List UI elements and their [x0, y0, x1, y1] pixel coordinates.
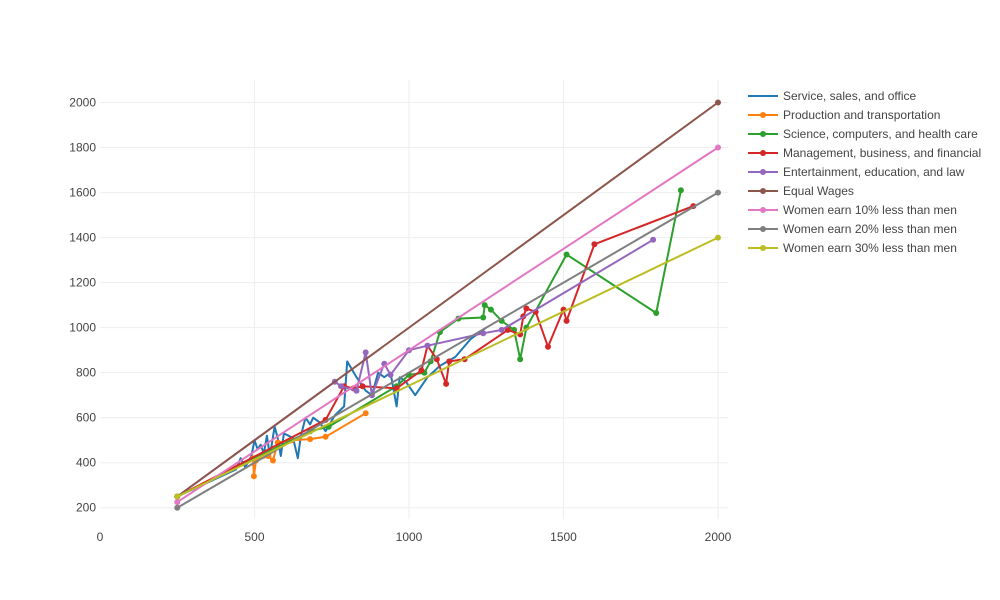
legend-label: Management, business, and financial [783, 146, 981, 160]
legend-label: Service, sales, and office [783, 89, 917, 103]
data-point[interactable] [523, 305, 530, 312]
data-point[interactable] [545, 343, 551, 350]
legend-item[interactable]: Science, computers, and health care [748, 127, 978, 141]
data-point[interactable] [362, 410, 369, 417]
data-point[interactable] [418, 367, 425, 374]
y-axis: 200 400 600 800 1000 1200 1400 1600 1800 2000 [69, 96, 96, 515]
data-point[interactable] [480, 330, 487, 337]
series-line[interactable] [176, 146, 719, 503]
legend-label: Women earn 30% less than men [783, 241, 957, 255]
data-point[interactable] [174, 499, 181, 506]
legend-label: Entertainment, education, and law [783, 165, 965, 179]
legend-marker [760, 131, 766, 137]
legend-label: Women earn 20% less than men [783, 222, 957, 236]
legend-marker [760, 245, 766, 251]
y-tick-label: 1800 [69, 141, 96, 155]
series-line[interactable] [176, 191, 719, 509]
data-point[interactable] [424, 342, 431, 349]
legend-marker [760, 169, 766, 175]
data-point[interactable] [174, 493, 181, 500]
x-axis: 0 500 1000 1500 2000 [97, 530, 732, 544]
data-point[interactable] [677, 187, 684, 194]
legend-label: Women earn 10% less than men [783, 203, 957, 217]
data-point[interactable] [487, 306, 494, 313]
legend-label: Science, computers, and health care [783, 127, 978, 141]
data-point[interactable] [480, 314, 487, 321]
data-point[interactable] [353, 387, 360, 394]
legend-item[interactable]: Equal Wages [748, 184, 854, 198]
data-point[interactable] [250, 473, 257, 480]
legend-item[interactable]: Production and transportation [748, 108, 940, 122]
y-tick-label: 1200 [69, 276, 96, 290]
legend-marker [760, 188, 766, 194]
data-point[interactable] [653, 310, 660, 316]
data-point[interactable] [446, 358, 453, 365]
plot-area [174, 99, 721, 511]
legend-item[interactable]: Service, sales, and office [748, 89, 917, 103]
data-point[interactable] [591, 241, 598, 248]
data-point[interactable] [498, 326, 505, 333]
x-tick-label: 1500 [550, 530, 577, 544]
x-tick-label: 0 [97, 530, 104, 544]
data-point[interactable] [504, 326, 511, 333]
x-tick-label: 2000 [705, 530, 732, 544]
data-point[interactable] [563, 251, 570, 258]
series-6[interactable] [174, 144, 721, 506]
data-point[interactable] [307, 436, 314, 443]
y-tick-label: 600 [76, 411, 96, 425]
legend-label: Equal Wages [783, 184, 854, 198]
data-point[interactable] [715, 234, 721, 241]
legend-marker [760, 226, 766, 232]
series-7[interactable] [174, 189, 721, 511]
y-tick-label: 1000 [69, 321, 96, 335]
data-point[interactable] [650, 236, 657, 243]
data-point[interactable] [338, 383, 344, 390]
series-line[interactable] [176, 101, 719, 498]
data-point[interactable] [270, 457, 276, 464]
legend-marker [760, 150, 766, 156]
legend-label: Production and transportation [783, 108, 940, 122]
data-point[interactable] [443, 380, 450, 387]
data-point[interactable] [715, 144, 721, 151]
legend-item[interactable]: Entertainment, education, and law [748, 165, 965, 179]
data-point[interactable] [322, 433, 329, 440]
data-point[interactable] [174, 504, 181, 511]
y-tick-label: 1400 [69, 231, 96, 245]
legend[interactable]: Service, sales, and office Production and… [748, 89, 981, 255]
legend-item[interactable]: Women earn 10% less than men [748, 203, 957, 217]
series-8[interactable] [174, 234, 721, 500]
data-point[interactable] [715, 99, 721, 106]
y-tick-label: 400 [76, 456, 96, 470]
x-tick-label: 1000 [396, 530, 423, 544]
grid [100, 80, 728, 519]
data-point[interactable] [387, 371, 394, 378]
data-point[interactable] [359, 383, 366, 390]
legend-marker [760, 112, 766, 118]
legend-marker [760, 207, 766, 213]
legend-item[interactable]: Women earn 30% less than men [748, 241, 957, 255]
y-tick-label: 200 [76, 501, 96, 515]
series-5[interactable] [174, 99, 721, 500]
data-point[interactable] [517, 356, 524, 363]
x-tick-label: 500 [244, 530, 264, 544]
data-point[interactable] [481, 302, 488, 309]
data-point[interactable] [715, 189, 721, 196]
y-tick-label: 1600 [69, 186, 96, 200]
series-line[interactable] [176, 236, 719, 498]
legend-item[interactable]: Management, business, and financial [748, 146, 981, 160]
y-tick-label: 2000 [69, 96, 96, 110]
legend-item[interactable]: Women earn 20% less than men [748, 222, 957, 236]
y-tick-label: 800 [76, 366, 96, 380]
data-point[interactable] [563, 317, 570, 324]
data-point[interactable] [362, 349, 369, 356]
